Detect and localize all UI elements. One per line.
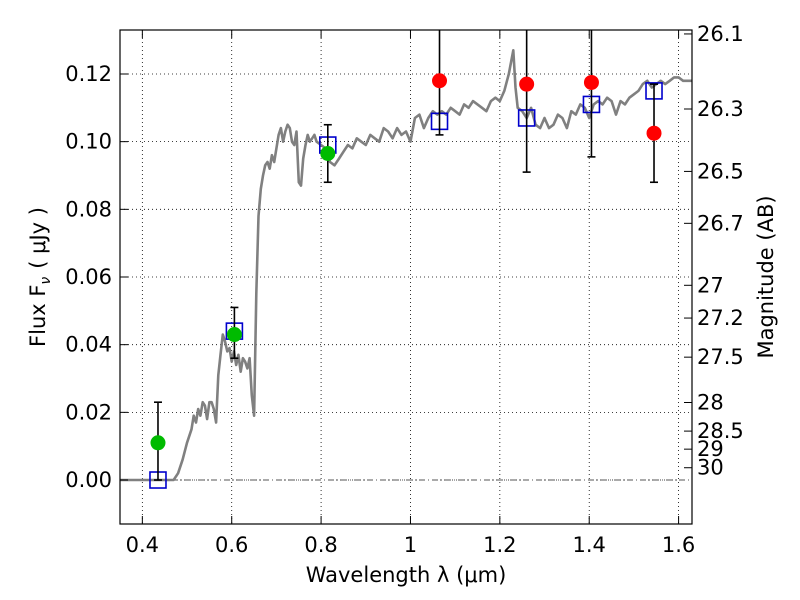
y-axis-label-subscript: ν: [38, 277, 54, 285]
x-tick-label: 1.2: [483, 533, 516, 557]
x-tick-label: 0.6: [215, 533, 248, 557]
y-tick-label: 0.00: [65, 468, 112, 492]
errorbars-layer: [149, 30, 663, 489]
observed-flux-point: [226, 327, 242, 343]
observed-flux-point: [320, 146, 336, 161]
x-tick-label: 0.4: [126, 533, 159, 557]
x-tick-label: 0.8: [304, 533, 337, 557]
x-axis-ticks: 0.4 0.6 0.8 1 1.2 1.4 1.6: [126, 30, 695, 557]
x-tick-label: 1.6: [662, 533, 695, 557]
observed-flux-point: [150, 435, 166, 451]
y-axis-label-unit: ( μJy ): [26, 207, 50, 269]
svg-text:Flux Fν( μJy ): Flux Fν ( μJy ): [26, 207, 54, 347]
y2-tick-label: 26.1: [697, 22, 744, 46]
y2-tick-label: 26.3: [697, 97, 744, 121]
x-tick-label: 1: [404, 533, 417, 557]
y-axis-label: Flux Fν ( μJy ): [26, 207, 54, 347]
x-axis-label: Wavelength λ (μm): [306, 563, 507, 587]
observed-flux-point: [646, 125, 662, 141]
y-tick-label: 0.08: [65, 197, 112, 221]
y-tick-label: 0.12: [65, 62, 112, 86]
observed-flux-point: [519, 76, 535, 92]
observed-flux-point: [432, 73, 448, 89]
grid-lines: [120, 30, 692, 524]
y2-tick-label: 27.5: [697, 345, 744, 369]
y-tick-label: 0.02: [65, 400, 112, 424]
y-axis-label-main: Flux F: [26, 285, 50, 347]
y2-tick-label: 27: [697, 273, 724, 297]
y2-tick-label: 28: [697, 390, 724, 414]
y2-tick-label: 29: [697, 437, 724, 461]
x-tick-label: 1.4: [573, 533, 606, 557]
y-tick-label: 0.06: [65, 265, 112, 289]
y2-tick-label: 26.7: [697, 211, 744, 235]
y-tick-label: 0.04: [65, 333, 112, 357]
plot-background: [120, 30, 692, 524]
observed-flux-point: [583, 74, 599, 90]
y2-tick-label: 26.5: [697, 159, 744, 183]
y2-tick-label: 28.5: [697, 419, 744, 443]
y2-tick-label: 30: [697, 456, 724, 480]
y2-axis-label: Magnitude (AB): [754, 195, 778, 358]
y-tick-label: 0.10: [65, 130, 112, 154]
y-axis-ticks: 0.00 0.02 0.04 0.06 0.08 0.10 0.12: [65, 62, 128, 492]
y2-tick-label: 27.2: [697, 306, 744, 330]
